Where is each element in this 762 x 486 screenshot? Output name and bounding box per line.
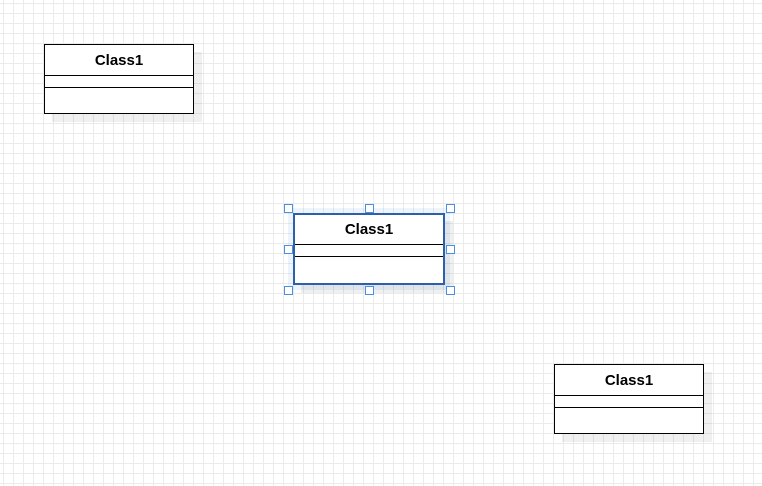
class-name[interactable]: Class1 — [45, 45, 193, 76]
resize-handle-right[interactable] — [446, 245, 455, 254]
uml-class-box[interactable]: Class1 — [554, 364, 704, 434]
resize-handle-top[interactable] — [365, 204, 374, 213]
resize-handle-left[interactable] — [284, 245, 293, 254]
uml-class-box-selected[interactable]: Class1 — [293, 213, 445, 285]
resize-handle-bottom-right[interactable] — [446, 286, 455, 295]
resize-handle-bottom[interactable] — [365, 286, 374, 295]
uml-class-box[interactable]: Class1 — [44, 44, 194, 114]
class-attributes-compartment[interactable] — [555, 396, 703, 408]
class-name[interactable]: Class1 — [555, 365, 703, 396]
resize-handle-bottom-left[interactable] — [284, 286, 293, 295]
class-attributes-compartment[interactable] — [45, 76, 193, 88]
resize-handle-top-right[interactable] — [446, 204, 455, 213]
class-attributes-compartment[interactable] — [295, 245, 443, 257]
class-name[interactable]: Class1 — [295, 215, 443, 245]
resize-handle-top-left[interactable] — [284, 204, 293, 213]
